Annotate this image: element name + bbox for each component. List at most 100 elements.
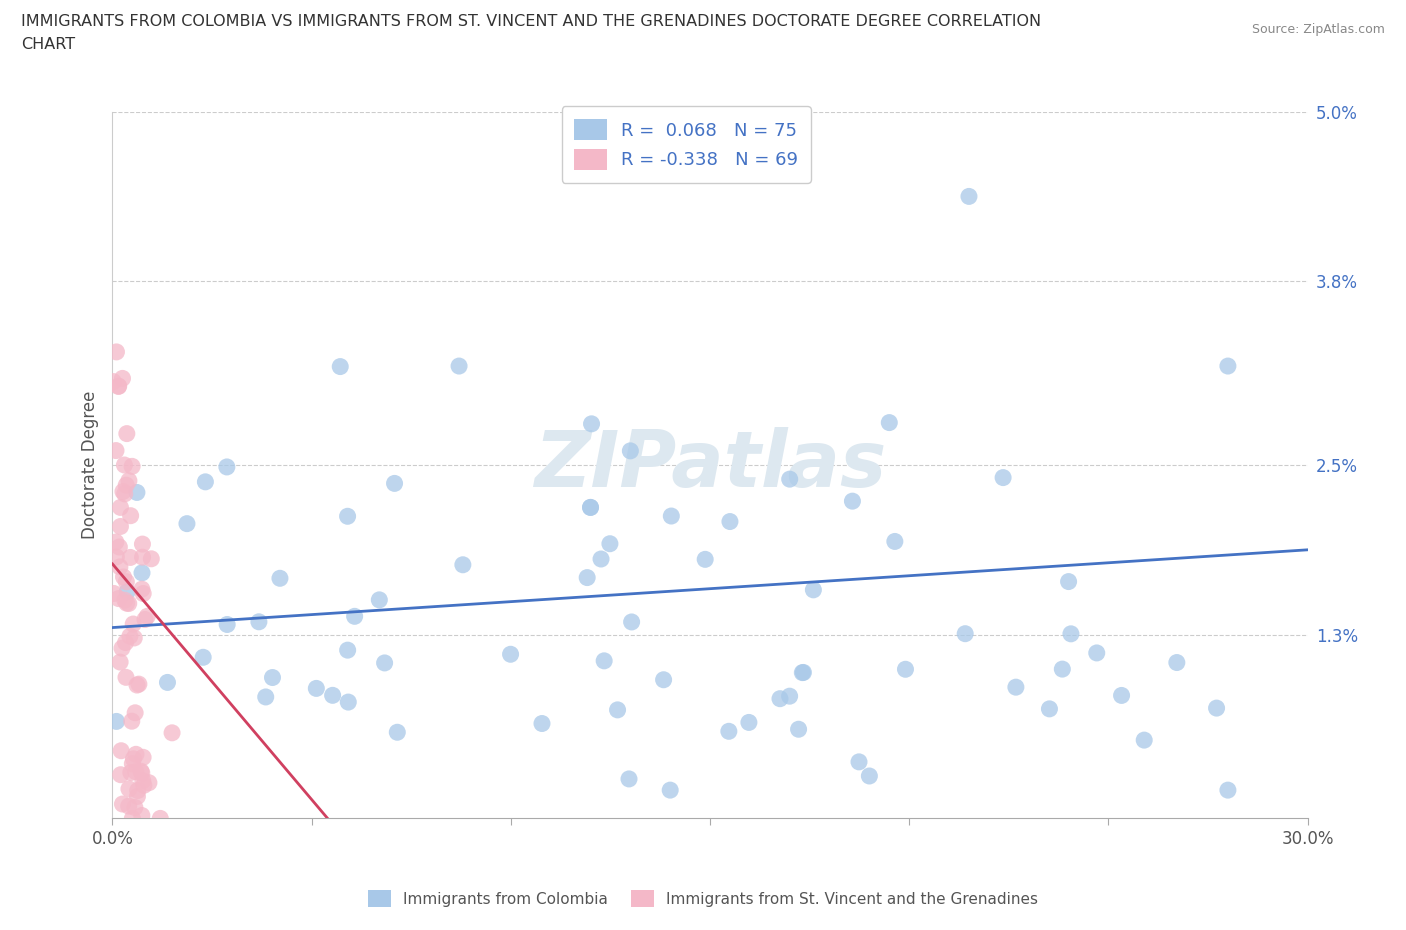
Point <box>107 379 129 394</box>
Text: IMMIGRANTS FROM COLOMBIA VS IMMIGRANTS FROM ST. VINCENT AND THE GRENADINES DOCTO: IMMIGRANTS FROM COLOMBIA VS IMMIGRANTS F… <box>21 14 1042 29</box>
Point <box>695 551 717 566</box>
Point <box>115 596 138 611</box>
Point <box>125 764 148 779</box>
Point <box>131 808 153 823</box>
Point <box>105 550 128 565</box>
Point <box>589 551 612 566</box>
Point <box>374 656 396 671</box>
Point <box>659 509 682 524</box>
Point <box>132 586 155 601</box>
Point <box>124 800 146 815</box>
Point <box>343 609 366 624</box>
Point <box>606 702 628 717</box>
Point <box>1085 645 1108 660</box>
Point <box>336 509 359 524</box>
Point <box>115 584 138 599</box>
Point <box>1133 733 1156 748</box>
Legend: Immigrants from Colombia, Immigrants from St. Vincent and the Grenadines: Immigrants from Colombia, Immigrants fro… <box>361 884 1045 913</box>
Point <box>659 783 682 798</box>
Point <box>652 672 675 687</box>
Point <box>217 618 239 632</box>
Point <box>718 514 741 529</box>
Point <box>769 691 792 706</box>
Point <box>581 417 603 432</box>
Point <box>121 713 143 728</box>
Point <box>107 379 129 393</box>
Point <box>779 689 801 704</box>
Point <box>193 650 215 665</box>
Point <box>215 459 238 474</box>
Point <box>121 811 143 826</box>
Point <box>322 688 344 703</box>
Point <box>131 565 153 580</box>
Point <box>138 776 160 790</box>
Point <box>499 647 522 662</box>
Point <box>115 426 138 441</box>
Point <box>111 371 134 386</box>
Point <box>122 751 145 766</box>
Point <box>118 799 141 814</box>
Point <box>120 765 142 780</box>
Point <box>194 474 217 489</box>
Point <box>593 654 616 669</box>
Point <box>894 662 917 677</box>
Point <box>254 689 277 704</box>
Point <box>108 560 131 575</box>
Point <box>792 665 814 680</box>
Point <box>617 772 640 787</box>
Point <box>104 535 127 550</box>
Point <box>530 716 553 731</box>
Point <box>110 519 132 534</box>
Point <box>110 500 132 515</box>
Point <box>132 750 155 764</box>
Point <box>160 725 183 740</box>
Point <box>108 539 131 554</box>
Point <box>247 615 270 630</box>
Point <box>111 641 134 656</box>
Point <box>449 359 471 374</box>
Point <box>125 485 148 500</box>
Point <box>132 774 155 789</box>
Point <box>121 756 143 771</box>
Point <box>858 768 880 783</box>
Point <box>128 677 150 692</box>
Point <box>122 617 145 631</box>
Point <box>717 724 740 738</box>
Point <box>107 591 129 606</box>
Point <box>114 458 135 472</box>
Point <box>1216 783 1239 798</box>
Point <box>149 811 172 826</box>
Point <box>114 592 136 607</box>
Point <box>1005 680 1028 695</box>
Point <box>132 777 155 792</box>
Point <box>125 678 148 693</box>
Point <box>841 494 863 509</box>
Point <box>131 582 153 597</box>
Point <box>105 714 128 729</box>
Point <box>104 443 127 458</box>
Text: ZIPatlas: ZIPatlas <box>534 427 886 503</box>
Point <box>114 635 136 650</box>
Point <box>953 626 976 641</box>
Point <box>451 557 474 572</box>
Point <box>787 722 810 737</box>
Point <box>131 550 153 565</box>
Point <box>738 715 761 730</box>
Point <box>141 551 163 566</box>
Text: CHART: CHART <box>21 37 75 52</box>
Point <box>103 374 125 389</box>
Point <box>122 631 145 645</box>
Point <box>111 797 134 812</box>
Point <box>619 444 641 458</box>
Point <box>337 695 360 710</box>
Point <box>957 189 980 204</box>
Point <box>387 724 409 739</box>
Point <box>329 359 352 374</box>
Point <box>599 537 621 551</box>
Point <box>120 550 142 565</box>
Point <box>1111 688 1133 703</box>
Point <box>118 629 141 644</box>
Point <box>1205 700 1227 715</box>
Point <box>120 509 142 524</box>
Point <box>125 747 148 762</box>
